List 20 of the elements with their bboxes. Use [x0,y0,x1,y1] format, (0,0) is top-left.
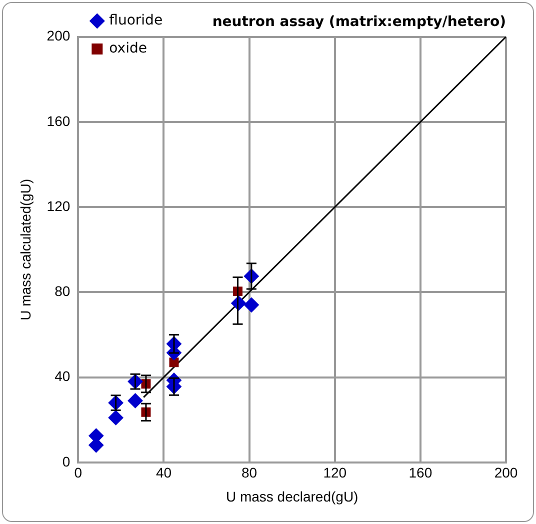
point [244,297,259,312]
y-axis-title: U mass calculated(gU) [17,178,34,320]
y-tick-label: 80 [54,283,70,300]
point [128,393,143,408]
x-tick-label: 160 [408,464,432,481]
y-tick-label: 120 [46,198,70,214]
x-tick-label: 200 [494,464,518,481]
legend-label: oxide [109,40,147,57]
chart-title: neutron assay (matrix:empty/hetero) [212,14,506,30]
point [108,410,124,426]
x-tick-label: 40 [156,464,172,481]
x-tick-label: 120 [323,464,347,481]
y-tick-label: 200 [46,28,70,44]
y-tick-label: 160 [46,112,70,129]
x-tick-label: 0 [74,464,82,481]
x-axis-title: U mass declared(gU) [226,488,358,504]
legend-label: fluoride [109,12,163,29]
y-tick-label: 40 [54,368,70,384]
x-tick-label: 80 [242,464,258,481]
y-tick-label: 0 [62,453,70,470]
